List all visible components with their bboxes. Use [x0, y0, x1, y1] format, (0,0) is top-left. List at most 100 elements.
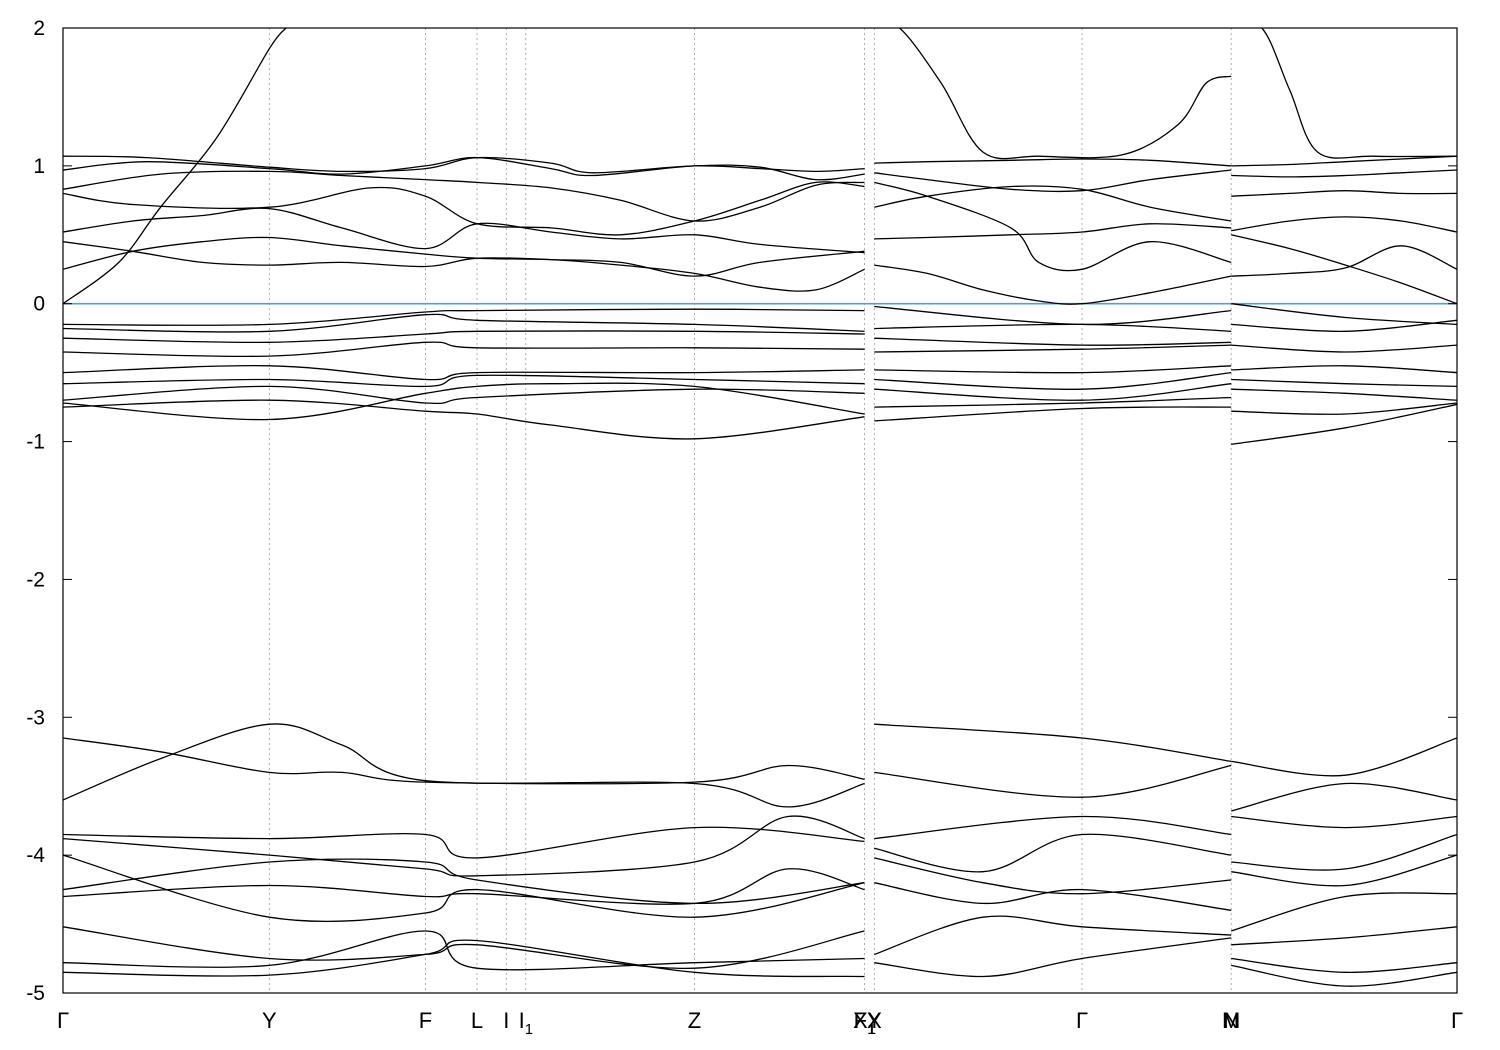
- band-line: [874, 396, 1232, 408]
- band-line: [63, 155, 865, 174]
- band-line: [874, 264, 1232, 305]
- band-line: [1231, 833, 1457, 871]
- y-tick-label: -3: [26, 706, 45, 729]
- kpoint-label: Y: [867, 1008, 882, 1033]
- band-line: [63, 365, 865, 381]
- band-line: [874, 28, 1232, 160]
- kpoint-label: X: [867, 1008, 882, 1033]
- band-line: [874, 344, 1232, 353]
- band-line: [1231, 854, 1457, 887]
- kpoint-label: I1: [519, 1008, 533, 1038]
- band-line: [1231, 964, 1457, 987]
- band-lines: [63, 28, 1457, 987]
- band-line: [63, 939, 865, 978]
- band-line: [63, 723, 865, 808]
- band-line: [1231, 926, 1457, 946]
- band-line: [1231, 190, 1457, 197]
- band-line: [63, 374, 865, 388]
- band-line: [1231, 155, 1457, 167]
- band-line: [1231, 365, 1457, 374]
- kpoint-label: F: [419, 1008, 432, 1033]
- band-line: [874, 383, 1232, 401]
- band-line: [874, 305, 1232, 326]
- band-line: [1231, 892, 1457, 932]
- band-line: [63, 313, 865, 333]
- y-tick-label: 0: [33, 293, 45, 316]
- band-line: [63, 382, 865, 421]
- band-line: [63, 330, 865, 344]
- band-line: [1231, 378, 1457, 388]
- kpoint-label: Γ: [1451, 1008, 1463, 1033]
- kpoint-label: I: [503, 1008, 509, 1033]
- y-tick-label: -1: [26, 431, 45, 454]
- band-line: [63, 241, 865, 292]
- y-tick-label: -5: [26, 982, 45, 1005]
- kpoint-label: Y: [262, 1008, 277, 1033]
- band-line: [874, 857, 1232, 895]
- band-line: [874, 323, 1232, 332]
- band-line: [1231, 737, 1457, 777]
- band-line: [874, 882, 1232, 911]
- band-line: [1231, 402, 1457, 415]
- band-line: [63, 341, 865, 358]
- band-line: [63, 854, 865, 923]
- band-line: [63, 930, 865, 971]
- band-line: [874, 223, 1232, 240]
- band-line: [63, 385, 865, 405]
- band-line: [1231, 169, 1457, 178]
- band-line: [874, 406, 1232, 422]
- band-line: [63, 207, 865, 254]
- band-line: [874, 833, 1232, 873]
- y-axis: -5 -4 -3 -2 -1 0 1 2: [26, 17, 1457, 1005]
- band-line: [874, 337, 1232, 346]
- band-line: [1231, 28, 1457, 159]
- band-line: [1231, 388, 1457, 401]
- band-line: [63, 399, 865, 440]
- band-line: [63, 156, 865, 181]
- kpoint-label: L: [471, 1008, 483, 1033]
- band-line: [1231, 782, 1457, 812]
- kpoint-label: M: [1222, 1008, 1240, 1033]
- band-line: [874, 764, 1232, 798]
- y-tick-label: -4: [26, 844, 45, 867]
- band-line: [1231, 234, 1457, 305]
- kpoint-label: N: [1223, 1008, 1239, 1033]
- band-line: [1231, 245, 1457, 277]
- band-line: [1231, 815, 1457, 829]
- band-line: [874, 158, 1232, 167]
- band-line: [63, 826, 865, 859]
- band-line: [63, 28, 287, 305]
- band-line: [63, 181, 865, 236]
- band-line: [874, 365, 1232, 374]
- band-line: [63, 737, 865, 785]
- band-line: [874, 815, 1232, 840]
- band-line: [874, 169, 1232, 193]
- band-line: [1231, 957, 1457, 973]
- band-line: [1231, 403, 1457, 445]
- kpoint-gridlines: [268, 28, 1232, 993]
- band-line: [1231, 303, 1457, 326]
- kpoint-label: Γ: [1076, 1008, 1088, 1033]
- y-tick-label: 1: [33, 155, 45, 178]
- band-line: [63, 170, 865, 222]
- band-line: [63, 858, 865, 905]
- band-line: [874, 937, 1232, 978]
- plot-frame: [62, 27, 1458, 994]
- band-line: [1231, 216, 1457, 233]
- band-line: [874, 723, 1232, 763]
- band-line: [874, 915, 1232, 956]
- band-line: [63, 926, 865, 969]
- band-line: [874, 181, 1232, 272]
- band-line: [63, 236, 865, 277]
- band-line: [874, 371, 1232, 390]
- y-tick-label: -2: [26, 568, 45, 591]
- y-tick-label: 2: [33, 17, 45, 40]
- band-line: [1231, 319, 1457, 332]
- kpoint-label: Γ: [57, 1008, 69, 1033]
- band-line: [1231, 344, 1457, 353]
- band-line: [63, 868, 865, 905]
- band-line: [63, 308, 865, 326]
- band-line: [63, 815, 865, 877]
